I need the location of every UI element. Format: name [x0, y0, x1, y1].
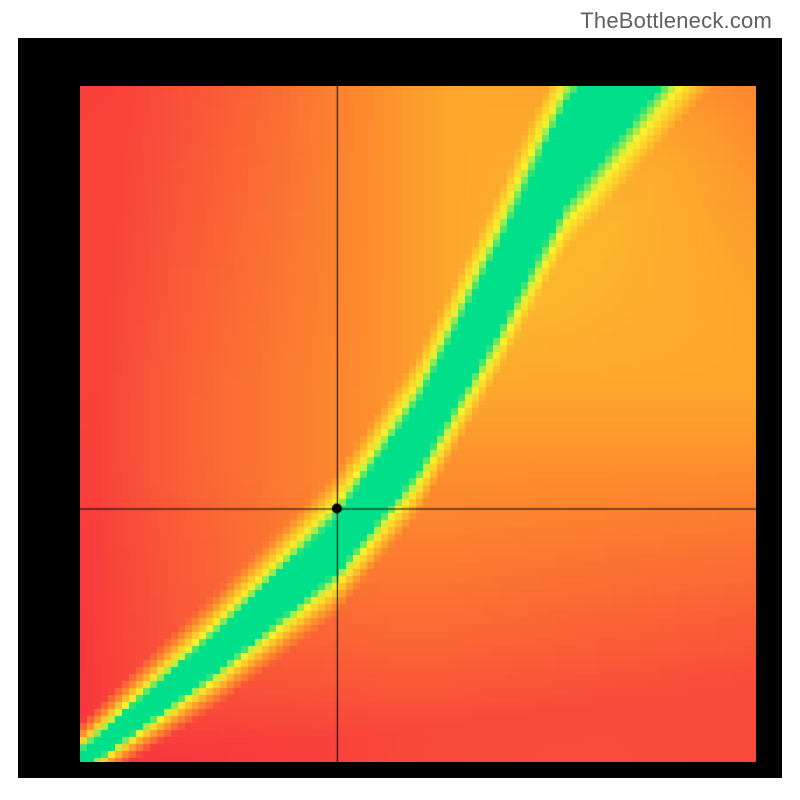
attribution-text: TheBottleneck.com [580, 8, 772, 34]
bottleneck-heatmap [80, 86, 756, 762]
root-container: TheBottleneck.com [0, 0, 800, 800]
black-frame [18, 38, 782, 778]
heatmap-canvas-wrap [80, 86, 756, 762]
